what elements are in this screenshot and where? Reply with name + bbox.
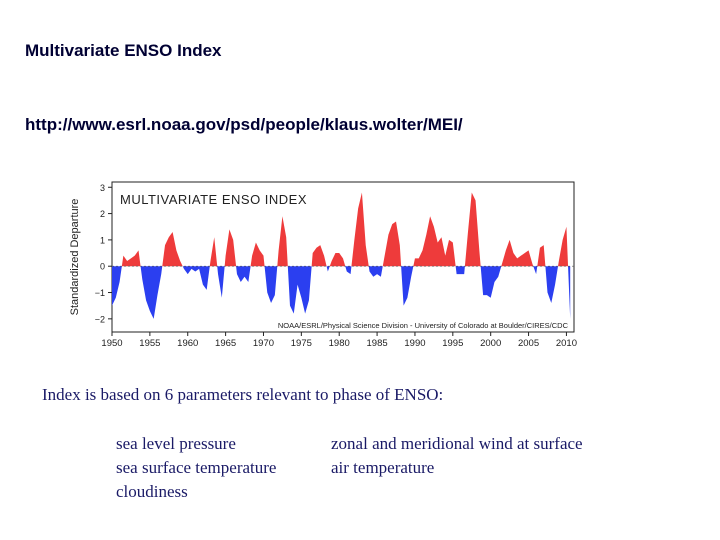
x-tick-label: 1960 [177,338,198,349]
negative-area [112,266,571,319]
y-axis-label: Standardized Departure [69,199,81,316]
parameter-item: sea level pressure [116,434,236,453]
y-tick-label: 2 [100,209,105,219]
chart-title: MULTIVARIATE ENSO INDEX [120,192,307,207]
mei-chart: MULTIVARIATE ENSO INDEX Standardized Dep… [69,181,577,349]
source-url[interactable]: http://www.esrl.noaa.gov/psd/people/klau… [25,115,463,134]
slide-title: Multivariate ENSO Index [25,41,222,60]
x-tick-label: 2010 [556,338,577,349]
x-tick-label: 2000 [480,338,501,349]
x-tick-label: 1975 [291,338,312,349]
y-tick-label: 3 [100,183,105,193]
parameter-list-right: zonal and meridional wind at surface air… [331,432,583,480]
parameter-item: sea surface temperature [116,458,277,477]
y-tick-label: 0 [100,262,105,272]
x-tick-label: 2005 [518,338,539,349]
x-tick-label: 1985 [367,338,388,349]
x-tick-label: 1990 [404,338,425,349]
parameter-list-left: sea level pressure sea surface temperatu… [116,432,276,504]
x-tick-label: 1995 [442,338,463,349]
parameter-item: zonal and meridional wind at surface [331,434,583,453]
positive-area-layer [112,192,571,267]
parameter-item: air temperature [331,458,435,477]
y-tick-label: −2 [95,314,105,324]
y-tick-layer: −2 −1 0 1 2 3 [95,183,112,324]
x-tick-label: 1955 [139,338,160,349]
positive-area [112,192,571,267]
x-tick-label: 1950 [101,338,122,349]
intro-text: Index is based on 6 parameters relevant … [42,385,444,404]
x-tick-layer: 1950 1955 1960 1965 1970 1975 1980 1985 1990 1995… [101,332,577,349]
x-tick-label: 1970 [253,338,274,349]
y-tick-label: −1 [95,288,105,298]
negative-area-layer [112,266,571,319]
parameter-item: cloudiness [116,482,188,501]
chart-credit: NOAA/ESRL/Physical Science Division - Un… [278,321,569,330]
plot-frame [111,181,575,333]
x-tick-label: 1980 [329,338,350,349]
x-tick-label: 1965 [215,338,236,349]
y-tick-label: 1 [100,235,105,245]
